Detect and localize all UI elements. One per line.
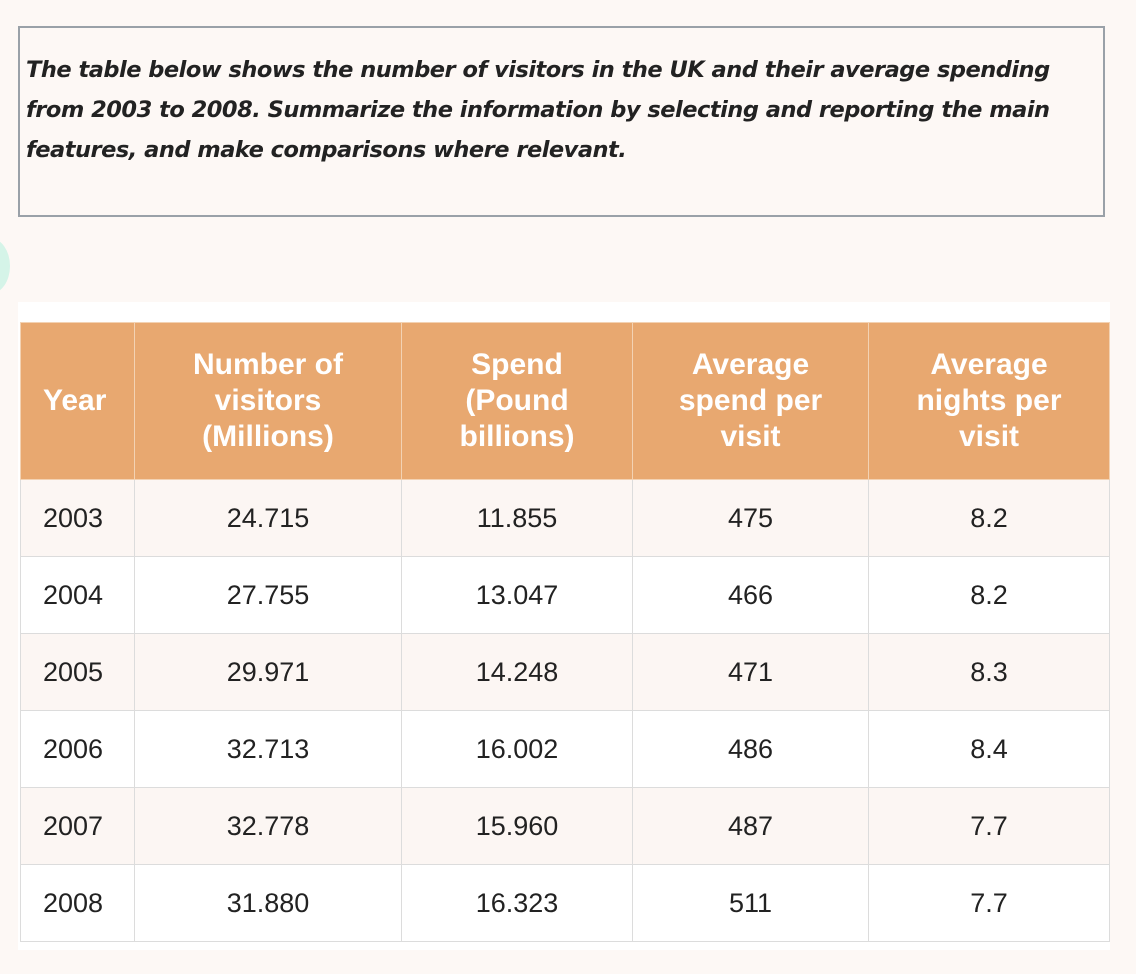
cell-average-nights: 7.7 — [868, 787, 1110, 865]
prompt-line-3: features, and make comparisons where rel… — [26, 137, 627, 163]
cell-year: 2004 — [20, 556, 135, 634]
header-average-spend-line: visit — [720, 420, 781, 453]
cell-average-spend: 475 — [632, 479, 869, 557]
task-prompt-text: The table below shows the number of visi… — [26, 50, 1071, 170]
header-year: Year — [20, 322, 135, 480]
table-row: 2003 24.715 11.855 475 8.2 — [20, 479, 1110, 557]
cell-average-spend: 486 — [632, 710, 869, 788]
cell-spend: 16.002 — [401, 710, 633, 788]
cell-visitors: 27.755 — [134, 556, 402, 634]
cell-average-nights: 8.3 — [868, 633, 1110, 711]
cell-year: 2003 — [20, 479, 135, 557]
cell-average-nights: 8.2 — [868, 479, 1110, 557]
cell-average-nights: 8.2 — [868, 556, 1110, 634]
prompt-line-1: The table below shows the number of visi… — [26, 57, 1050, 83]
table-row: 2008 31.880 16.323 511 7.7 — [20, 864, 1110, 942]
table-header-row: Year Number of visitors (Millions) Spend… — [20, 322, 1110, 480]
task-prompt-box — [18, 26, 1105, 217]
cell-average-spend: 466 — [632, 556, 869, 634]
visitors-spending-table: Year Number of visitors (Millions) Spend… — [20, 322, 1110, 942]
header-spend-line: billions) — [459, 420, 575, 453]
table-card: Year Number of visitors (Millions) Spend… — [18, 302, 1110, 950]
cell-visitors: 24.715 — [134, 479, 402, 557]
header-visitors: Number of visitors (Millions) — [134, 322, 402, 480]
table-row: 2005 29.971 14.248 471 8.3 — [20, 633, 1110, 711]
cell-year: 2007 — [20, 787, 135, 865]
cell-spend: 16.323 — [401, 864, 633, 942]
header-average-spend-line: Average — [691, 348, 810, 381]
header-spend-line: Spend — [471, 348, 563, 381]
decorative-accent-shape — [0, 238, 10, 294]
header-average-nights-line: visit — [958, 420, 1020, 453]
header-year-label: Year — [43, 384, 107, 417]
cell-visitors: 32.778 — [134, 787, 402, 865]
cell-average-nights: 8.4 — [868, 710, 1110, 788]
cell-spend: 15.960 — [401, 787, 633, 865]
table-row: 2006 32.713 16.002 486 8.4 — [20, 710, 1110, 788]
header-average-nights: Average nights per visit — [868, 322, 1110, 480]
header-visitors-line: visitors — [214, 384, 322, 417]
header-visitors-line: Number of — [193, 348, 343, 381]
cell-year: 2006 — [20, 710, 135, 788]
cell-year: 2008 — [20, 864, 135, 942]
header-average-nights-line: nights per — [916, 384, 1062, 417]
cell-average-spend: 511 — [632, 864, 869, 942]
cell-year: 2005 — [20, 633, 135, 711]
cell-visitors: 32.713 — [134, 710, 402, 788]
prompt-line-2: from 2003 to 2008. Summarize the informa… — [26, 97, 1050, 123]
table-row: 2004 27.755 13.047 466 8.2 — [20, 556, 1110, 634]
header-spend: Spend (Pound billions) — [401, 322, 633, 480]
cell-spend: 14.248 — [401, 633, 633, 711]
cell-average-spend: 487 — [632, 787, 869, 865]
table-row: 2007 32.778 15.960 487 7.7 — [20, 787, 1110, 865]
cell-visitors: 29.971 — [134, 633, 402, 711]
header-spend-line: (Pound — [465, 384, 569, 417]
cell-spend: 13.047 — [401, 556, 633, 634]
header-average-nights-line: Average — [930, 348, 1048, 381]
header-visitors-line: (Millions) — [202, 420, 334, 453]
cell-average-spend: 471 — [632, 633, 869, 711]
cell-visitors: 31.880 — [134, 864, 402, 942]
cell-spend: 11.855 — [401, 479, 633, 557]
header-average-spend-line: spend per — [678, 384, 823, 417]
header-average-spend: Average spend per visit — [632, 322, 869, 480]
cell-average-nights: 7.7 — [868, 864, 1110, 942]
